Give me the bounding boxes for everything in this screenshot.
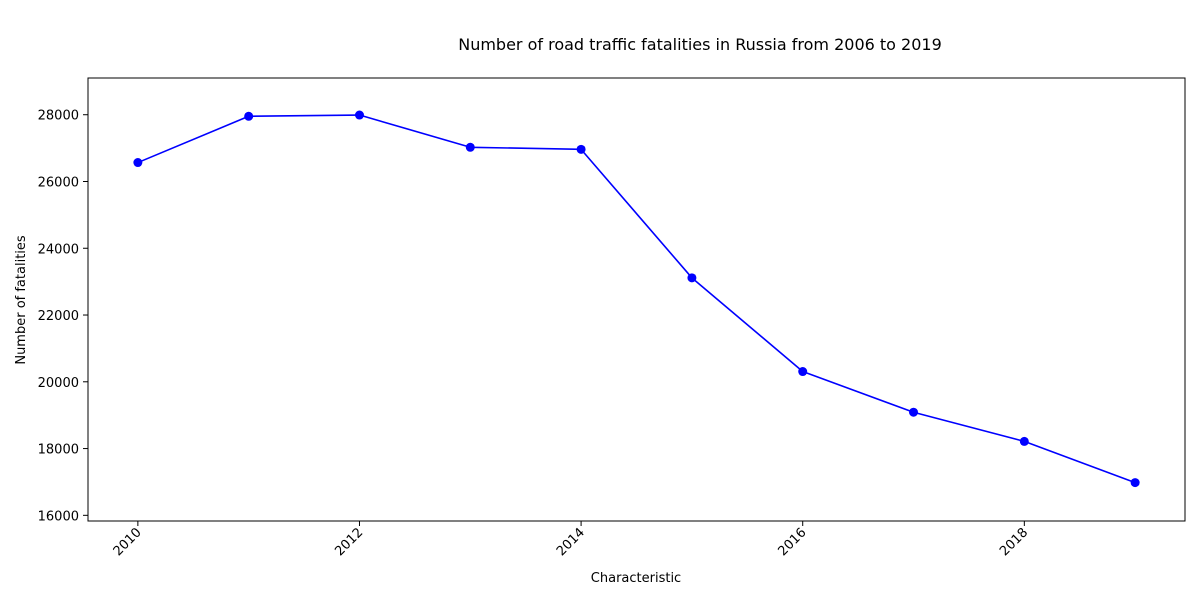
y-axis: 16000 18000 20000 22000 24000 26000 28000: [38, 109, 88, 524]
data-point: [133, 158, 143, 168]
x-axis-title: Characteristic: [591, 571, 681, 586]
data-point: [1130, 478, 1140, 488]
x-tick-label: 2018: [997, 525, 1031, 559]
y-tick-label: 28000: [38, 109, 79, 124]
series-line: [137, 114, 1136, 484]
data-point: [909, 407, 919, 417]
data-point: [244, 111, 254, 121]
y-tick-label: 20000: [38, 376, 79, 391]
x-tick-label: 2016: [776, 525, 810, 559]
x-axis: 2010 2012 2014 2016 2018: [111, 521, 1031, 559]
data-point: [354, 110, 364, 120]
plot-area-frame: [87, 77, 1186, 522]
y-tick-label: 18000: [38, 443, 79, 458]
x-tick-label: 2014: [554, 525, 588, 559]
y-tick-label: 16000: [38, 509, 79, 524]
y-tick-label: 26000: [38, 175, 79, 190]
chart-title: Number of road traffic fatalities in Rus…: [458, 35, 942, 54]
y-tick-label: 24000: [38, 242, 79, 257]
data-point: [576, 144, 586, 154]
series-layer: [133, 110, 1140, 488]
data-point: [465, 142, 475, 152]
y-tick-label: 22000: [38, 309, 79, 324]
y-axis-title: Number of fatalities: [14, 235, 29, 365]
data-point: [798, 367, 808, 377]
x-tick-label: 2012: [332, 525, 366, 559]
data-point: [1019, 436, 1029, 446]
data-point: [687, 273, 697, 283]
x-tick-label: 2010: [111, 525, 145, 559]
